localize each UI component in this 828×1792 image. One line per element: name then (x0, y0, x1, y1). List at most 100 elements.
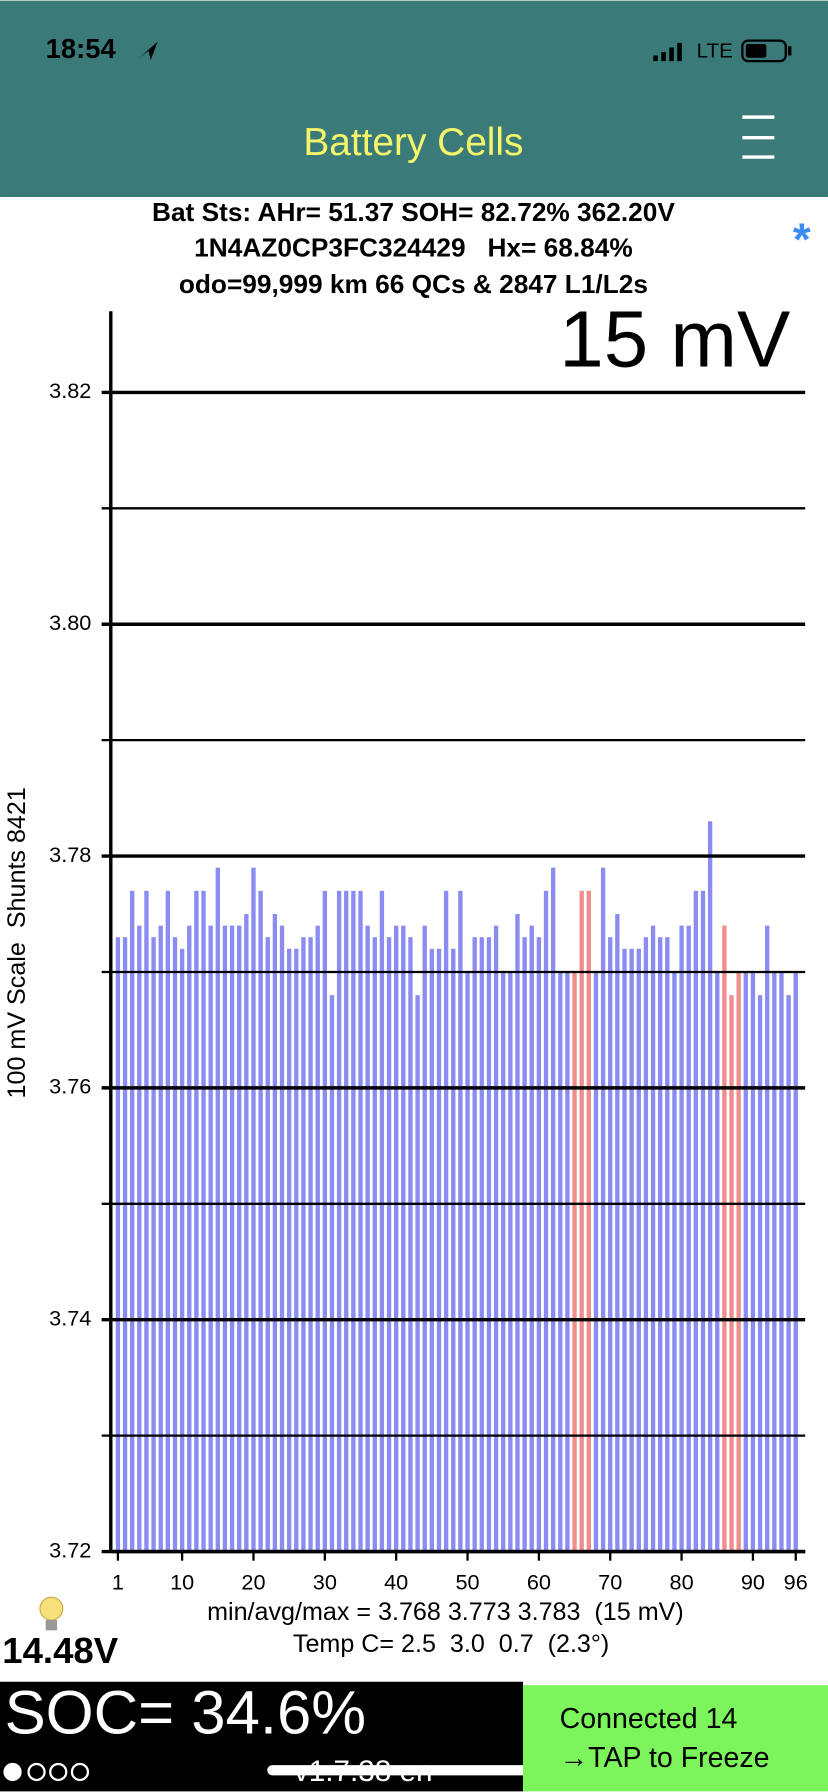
bar (650, 925, 656, 1552)
x-tick-label: 96 (784, 1569, 808, 1594)
bar (422, 925, 427, 1552)
y-axis-label: 100 mV Scale Shunts 8421 (3, 787, 31, 1098)
bar (386, 937, 392, 1552)
bar (600, 867, 606, 1552)
bar (165, 890, 171, 1552)
bar (658, 937, 663, 1552)
bar (286, 948, 292, 1552)
info-line: Bat Sts: AHr= 51.37 SOH= 82.72% 362.20V (152, 197, 675, 227)
bar (458, 890, 463, 1552)
x-tick-label: 50 (455, 1569, 479, 1594)
bar (272, 914, 278, 1552)
bar (665, 937, 670, 1552)
bar (158, 925, 163, 1552)
clock: 18:54 (46, 33, 117, 64)
bar (408, 937, 413, 1552)
soc: SOC= 34.6% (5, 1678, 367, 1747)
freeze-button-bg[interactable] (523, 1685, 828, 1792)
bar (622, 948, 627, 1552)
bar (779, 971, 784, 1552)
x-tick-label: 70 (598, 1569, 622, 1594)
y-tick-label: 3.74 (49, 1305, 91, 1330)
y-tick-label: 3.76 (49, 1074, 91, 1099)
y-tick-label: 3.80 (49, 610, 91, 635)
info-line: 1N4AZ0CP3FC324429 Hx= 68.84% (194, 233, 632, 263)
bar (401, 925, 406, 1552)
bar (137, 925, 142, 1552)
bar (279, 925, 285, 1552)
bar (700, 890, 706, 1552)
bar (379, 890, 385, 1552)
x-tick-label: 60 (527, 1569, 551, 1594)
bar (451, 948, 456, 1552)
bar (629, 948, 634, 1552)
bar (486, 937, 492, 1552)
bar (508, 971, 513, 1552)
bar (443, 890, 449, 1552)
bar (130, 890, 135, 1552)
bar (765, 925, 770, 1552)
bar (522, 937, 527, 1552)
bar (208, 925, 213, 1552)
y-tick-label: 3.72 (49, 1537, 91, 1562)
bulb-icon (39, 1596, 64, 1631)
bar (772, 971, 777, 1552)
bar (151, 937, 156, 1552)
bar (707, 821, 713, 1552)
bar (115, 937, 121, 1552)
header-title: Battery Cells (303, 121, 523, 164)
bar (536, 937, 542, 1552)
connection-status: Connected 14 (560, 1703, 738, 1735)
aux-voltage: 14.48V (2, 1630, 118, 1671)
bar (529, 925, 534, 1552)
stats-line: Temp C= 2.5 3.0 0.7 (2.3°) (293, 1630, 609, 1658)
bar (786, 995, 791, 1552)
bar (237, 925, 242, 1552)
signal-icon (653, 42, 682, 62)
x-tick-label: 20 (241, 1569, 265, 1594)
bar (493, 925, 499, 1552)
bar (144, 890, 149, 1552)
bar (672, 971, 677, 1552)
bar (322, 890, 328, 1552)
bar (715, 971, 720, 1552)
bar (436, 948, 442, 1552)
bar (429, 948, 435, 1552)
bar (394, 925, 399, 1552)
bar (472, 937, 477, 1552)
bar (679, 925, 684, 1552)
bar (743, 971, 748, 1552)
bar (415, 995, 420, 1552)
bar (550, 867, 556, 1552)
bar (358, 890, 363, 1552)
x-tick-label: 80 (670, 1569, 694, 1594)
bar (722, 925, 727, 1552)
bar (372, 937, 377, 1552)
bar (515, 914, 520, 1552)
bar (572, 971, 577, 1552)
x-tick-label: 90 (741, 1569, 765, 1594)
home-indicator (267, 1765, 562, 1776)
menu-button[interactable] (742, 115, 775, 159)
top-bar (0, 0, 828, 198)
bar (465, 971, 470, 1552)
bar (308, 937, 313, 1552)
bar (593, 971, 599, 1552)
bar (729, 995, 734, 1552)
bar (258, 890, 263, 1552)
y-tick-label: 3.78 (49, 842, 91, 867)
bar (736, 971, 741, 1552)
battery-icon (741, 39, 792, 63)
bar (643, 937, 649, 1552)
bar (301, 937, 306, 1552)
bar (793, 971, 798, 1552)
bar (344, 890, 349, 1552)
bar (586, 890, 591, 1552)
freeze-button[interactable]: Connected 14 →TAP to Freeze (523, 1685, 828, 1792)
bar (543, 890, 549, 1552)
network: LTE (697, 39, 733, 62)
bar (315, 925, 320, 1552)
x-tick-label: 10 (170, 1569, 194, 1594)
